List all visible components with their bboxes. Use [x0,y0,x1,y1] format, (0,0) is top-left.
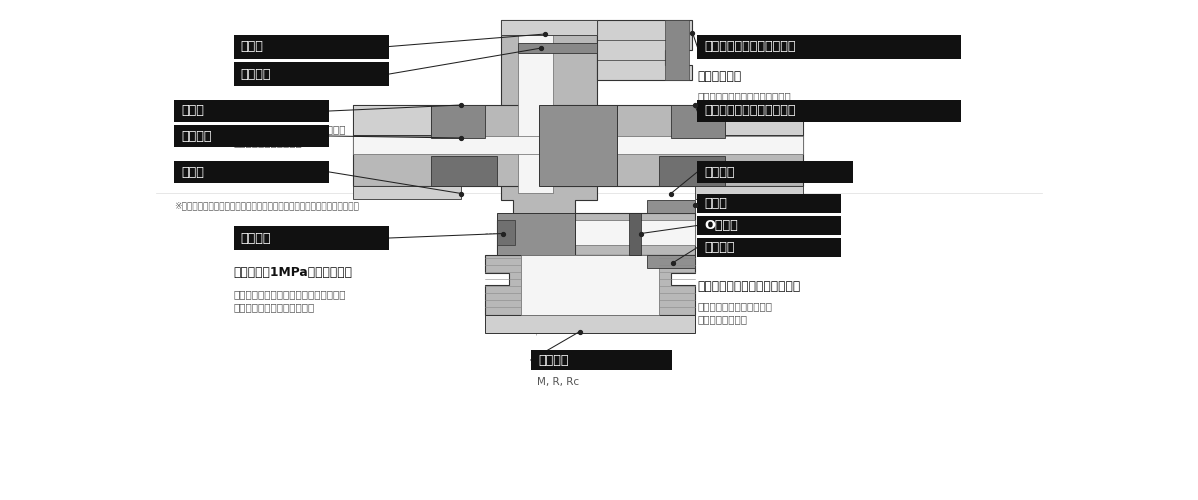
Text: ガイド: ガイド [241,40,264,53]
Polygon shape [353,186,461,198]
FancyBboxPatch shape [531,350,672,370]
Text: ボディ: ボディ [704,197,727,210]
Polygon shape [431,105,485,138]
Text: 位置決めが可能。: 位置決めが可能。 [697,314,748,324]
FancyBboxPatch shape [234,226,389,250]
FancyBboxPatch shape [234,62,389,86]
FancyBboxPatch shape [174,125,329,147]
Text: 喰い込むのを防止。: 喰い込むのを防止。 [697,104,754,114]
Polygon shape [485,315,695,332]
Polygon shape [647,255,695,268]
Polygon shape [671,105,725,138]
Text: チャックがチューブへ必要以上に: チャックがチューブへ必要以上に [697,91,791,101]
Text: 大きな保持力: 大きな保持力 [234,102,278,114]
FancyBboxPatch shape [697,216,841,235]
Text: パッキン: パッキン [704,166,734,178]
Polygon shape [665,20,689,80]
Text: チャック: チャック [241,68,271,80]
FancyBboxPatch shape [697,100,961,122]
Polygon shape [659,156,725,186]
FancyBboxPatch shape [174,161,329,183]
FancyBboxPatch shape [697,194,841,213]
Polygon shape [597,20,692,80]
Polygon shape [539,105,617,186]
FancyBboxPatch shape [234,34,389,58]
FancyBboxPatch shape [174,100,329,122]
Text: ガイド: ガイド [181,104,204,118]
Text: ※ねじ部がなくボディ材質が樹脂のみの製品は全て銅系不仕様となります。: ※ねじ部がなくボディ材質が樹脂のみの製品は全て銅系不仕様となります。 [174,201,358,210]
Polygon shape [518,20,553,193]
Polygon shape [501,20,597,35]
Polygon shape [353,105,431,136]
Text: Oリング: Oリング [704,219,738,232]
Polygon shape [353,105,803,186]
Polygon shape [353,136,803,154]
Text: 軽い取外し力: 軽い取外し力 [697,70,742,82]
Polygon shape [647,200,695,212]
Text: ボディとねじ部が回転し、: ボディとねじ部が回転し、 [697,301,773,311]
Polygon shape [431,156,497,186]
FancyBboxPatch shape [697,161,853,183]
Polygon shape [485,255,695,315]
Polygon shape [497,212,575,255]
Text: 特殊形状により、確実なシールおよび、: 特殊形状により、確実なシールおよび、 [234,289,346,299]
Text: チューブ保持力を増大。: チューブ保持力を増大。 [234,137,302,147]
Text: パッキン: パッキン [241,232,271,244]
Text: 狭いスペースでの配管に効果的: 狭いスペースでの配管に効果的 [697,280,800,292]
Polygon shape [575,220,695,245]
Text: リリースブッシュ（白色）: リリースブッシュ（白色） [704,40,795,53]
Text: M, R, Rc: M, R, Rc [537,377,579,387]
Text: チャック: チャック [181,130,211,142]
Polygon shape [725,105,803,136]
Text: リリースブッシュ（白色）: リリースブッシュ（白色） [704,104,795,118]
Text: チャックにより確実な喰い付きを行い、: チャックにより確実な喰い付きを行い、 [234,124,346,134]
Polygon shape [521,255,659,315]
FancyBboxPatch shape [697,34,961,58]
Polygon shape [497,20,597,255]
Text: ボディ: ボディ [181,166,204,178]
FancyBboxPatch shape [697,238,841,257]
Polygon shape [695,186,803,198]
Polygon shape [629,212,641,255]
Polygon shape [575,212,695,255]
Text: 低真空から1MPaまで使用可能: 低真空から1MPaまで使用可能 [234,266,352,280]
Text: スタッド: スタッド [704,241,734,254]
Text: チューブ挿入時の抵抗が小。: チューブ挿入時の抵抗が小。 [234,302,315,312]
Polygon shape [518,42,597,52]
Polygon shape [497,220,515,245]
Text: 接続ねじ: 接続ねじ [538,354,568,366]
